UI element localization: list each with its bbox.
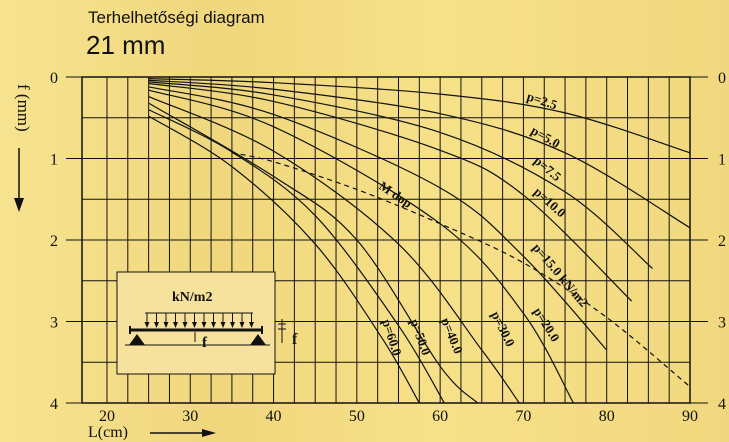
x-tick-label: 70 bbox=[515, 408, 531, 425]
series-label-3: p=10.0 bbox=[531, 184, 569, 220]
deflection-symbol-label: f bbox=[292, 331, 298, 348]
y-tick-label-left: 1 bbox=[50, 152, 58, 169]
right-support bbox=[250, 334, 266, 345]
x-tick-label: 40 bbox=[266, 408, 282, 425]
x-tick-label: 60 bbox=[432, 408, 448, 425]
inset-deflection-label: f bbox=[202, 335, 208, 351]
x-axis-arrow bbox=[150, 429, 216, 437]
series-line-5 bbox=[148, 89, 574, 404]
y-axis-arrow bbox=[14, 148, 24, 212]
beam-inset: kN/m2 f f bbox=[116, 271, 298, 375]
series-label-9: p=60.0 bbox=[379, 317, 405, 357]
series-label-5: p=20.0 bbox=[530, 305, 563, 345]
series-label-6: p=30.0 bbox=[488, 309, 518, 349]
chart-subtitle: 21 mm bbox=[86, 30, 166, 60]
y-tick-label-left: 4 bbox=[50, 396, 58, 413]
y-tick-label-left: 3 bbox=[50, 315, 58, 332]
y-tick-label-right: 2 bbox=[718, 233, 726, 250]
left-support bbox=[129, 334, 145, 345]
series-label-10: M dop bbox=[376, 178, 415, 211]
x-tick-label: 50 bbox=[349, 408, 365, 425]
y-tick-label-left: 0 bbox=[50, 70, 58, 87]
series-line-2 bbox=[148, 81, 653, 269]
x-tick-label: 90 bbox=[682, 408, 698, 425]
series-label-1: p=5.0 bbox=[529, 123, 563, 151]
series-line-9 bbox=[148, 115, 420, 404]
series-line-6 bbox=[148, 96, 520, 404]
y-tick-label-right: 3 bbox=[718, 315, 726, 332]
series-line-10 bbox=[231, 152, 691, 388]
series-line-4 bbox=[148, 86, 608, 351]
load-arrows bbox=[144, 312, 254, 328]
x-tick-label: 20 bbox=[99, 408, 115, 425]
y-tick-label-right: 4 bbox=[718, 396, 726, 413]
series-label-2: p=7.5 bbox=[531, 153, 565, 185]
chart-tick-labels: 0 0 1 1 2 2 3 3 4 4 20 30 40 50 60 70 80 90 bbox=[50, 70, 726, 425]
series-line-1 bbox=[148, 79, 691, 229]
series-line-8 bbox=[148, 109, 445, 404]
x-axis-label: L(cm) bbox=[88, 424, 128, 441]
chart-title: Terhelhetőségi diagram bbox=[88, 8, 265, 27]
x-tick-label: 80 bbox=[599, 408, 615, 425]
inset-load-label: kN/m2 bbox=[172, 290, 212, 305]
series-label-8: p=50.0 bbox=[407, 317, 434, 357]
chart-curves bbox=[148, 78, 691, 404]
deflection-symbol bbox=[278, 319, 286, 343]
series-line-7 bbox=[148, 102, 479, 404]
series-line-0 bbox=[148, 78, 691, 154]
y-tick-label-left: 2 bbox=[50, 233, 58, 250]
x-tick-label: 30 bbox=[182, 408, 198, 425]
y-axis-label: f (mm) bbox=[14, 84, 33, 132]
series-line-3 bbox=[148, 82, 633, 302]
y-tick-label-right: 0 bbox=[718, 70, 726, 87]
y-tick-label-right: 1 bbox=[718, 152, 726, 169]
series-label-0: p=2.5 bbox=[525, 89, 559, 113]
